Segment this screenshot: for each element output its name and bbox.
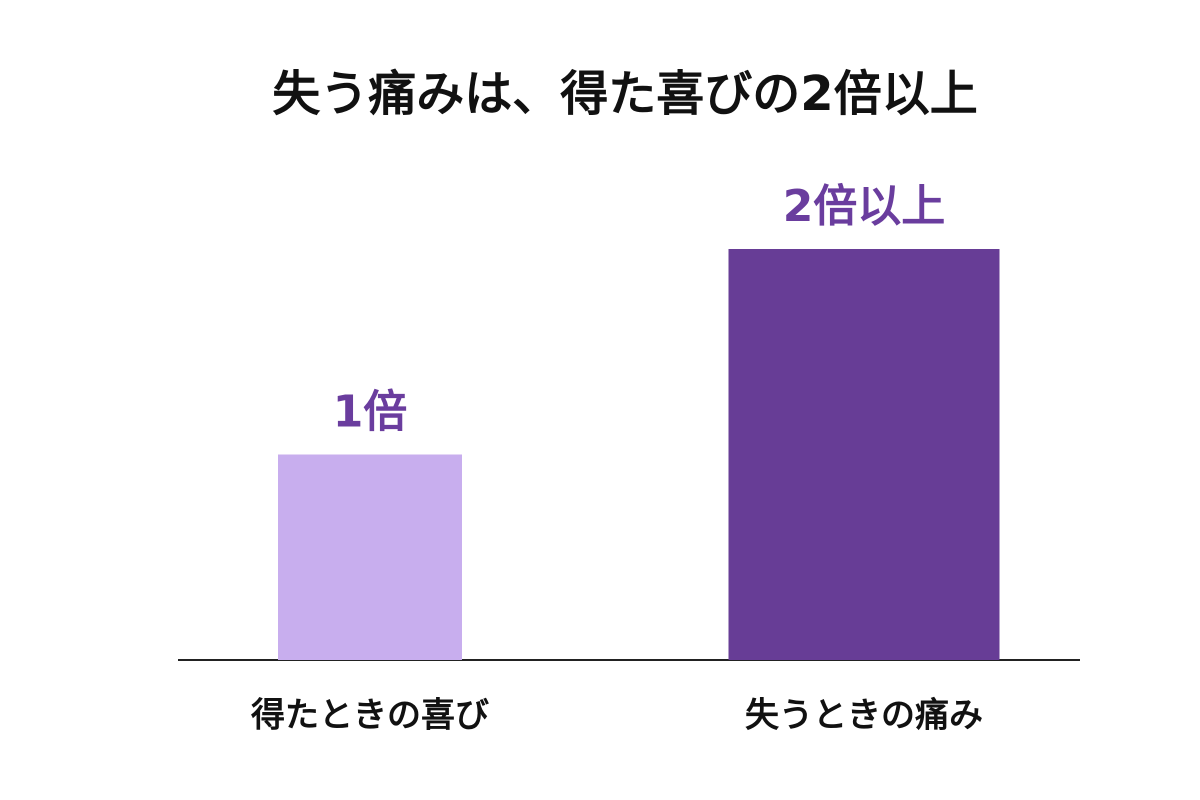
bar	[728, 249, 1000, 660]
chart-title: 失う痛みは、得た喜びの2倍以上	[272, 66, 977, 122]
value-label: 1倍	[333, 387, 408, 438]
x-tick-label: 失うときの痛み	[745, 696, 983, 736]
x-tick-label: 得たときの喜び	[250, 696, 489, 736]
bar	[278, 454, 462, 660]
value-label: 2倍以上	[783, 181, 946, 232]
